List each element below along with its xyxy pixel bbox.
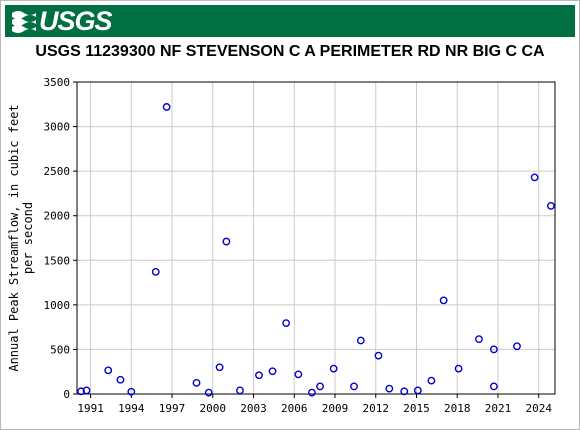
data-point	[215, 363, 224, 372]
grid-lines	[77, 81, 555, 395]
data-point	[454, 364, 463, 373]
data-point	[308, 388, 316, 397]
x-tick-label: 1997	[159, 402, 186, 415]
x-tick-label: 2000	[200, 402, 227, 415]
y-tick-label: 2500	[44, 165, 71, 178]
data-point	[282, 319, 291, 328]
usgs-logo-text: USGS	[39, 5, 113, 36]
x-tick-label: 1991	[77, 402, 104, 415]
x-axis-ticks: 1991 1994 1997 2000 2003 2006 2009 2012 2015 2018…	[77, 394, 552, 415]
y-tick-label: 3500	[44, 76, 71, 89]
data-point	[192, 378, 201, 387]
data-point	[489, 382, 498, 391]
data-point	[530, 173, 539, 182]
data-point	[374, 351, 383, 360]
y-tick-label: 3000	[44, 121, 71, 134]
data-point	[116, 375, 125, 384]
y-axis-label-line-1: Annual Peak Streamflow, in cubic feet	[7, 104, 21, 371]
plot-area-border	[76, 81, 556, 395]
x-tick-label: 2024	[525, 402, 552, 415]
usgs-banner: USGS	[5, 5, 575, 37]
data-point	[547, 202, 555, 210]
x-tick-label: 2009	[322, 402, 349, 415]
data-point	[439, 296, 448, 305]
y-tick-label: 1000	[44, 299, 71, 312]
data-point	[104, 366, 113, 375]
data-point	[82, 386, 91, 395]
data-point	[350, 382, 358, 391]
chart-title: USGS 11239300 NF STEVENSON C A PERIMETER…	[35, 43, 545, 60]
y-tick-label: 0	[63, 388, 70, 401]
data-point	[316, 382, 324, 391]
data-point	[294, 370, 303, 379]
data-points	[77, 103, 555, 397]
data-point	[268, 367, 277, 376]
x-tick-label: 1994	[118, 402, 145, 415]
data-point	[356, 336, 365, 345]
usgs-wave-icon	[12, 11, 36, 33]
x-tick-label: 2015	[403, 402, 430, 415]
data-point	[385, 384, 394, 393]
data-point	[127, 387, 136, 396]
data-point	[162, 103, 171, 111]
x-tick-label: 2006	[281, 402, 308, 415]
y-tick-label: 1500	[44, 254, 71, 267]
data-point	[255, 371, 263, 380]
x-tick-label: 2012	[363, 402, 390, 415]
data-point	[204, 388, 213, 397]
data-point	[427, 376, 436, 385]
y-tick-label: 500	[50, 343, 70, 356]
data-point	[400, 387, 409, 396]
data-point	[236, 386, 244, 395]
y-tick-label: 2000	[44, 210, 71, 223]
usgs-logo: USGS	[11, 5, 113, 36]
y-axis-label-line-2: per second	[21, 202, 35, 274]
y-axis-ticks: 0 500 1000 1500 2000 2500 3000 3500	[44, 76, 77, 401]
data-point	[475, 335, 483, 344]
data-point	[513, 342, 521, 351]
data-point	[222, 237, 231, 246]
data-point	[329, 364, 338, 373]
x-tick-label: 2018	[444, 402, 471, 415]
x-tick-label: 2003	[240, 402, 267, 415]
data-point	[151, 267, 160, 276]
data-point	[77, 387, 85, 396]
x-tick-label: 2021	[485, 402, 512, 415]
data-point	[489, 345, 498, 354]
data-point	[413, 386, 422, 395]
